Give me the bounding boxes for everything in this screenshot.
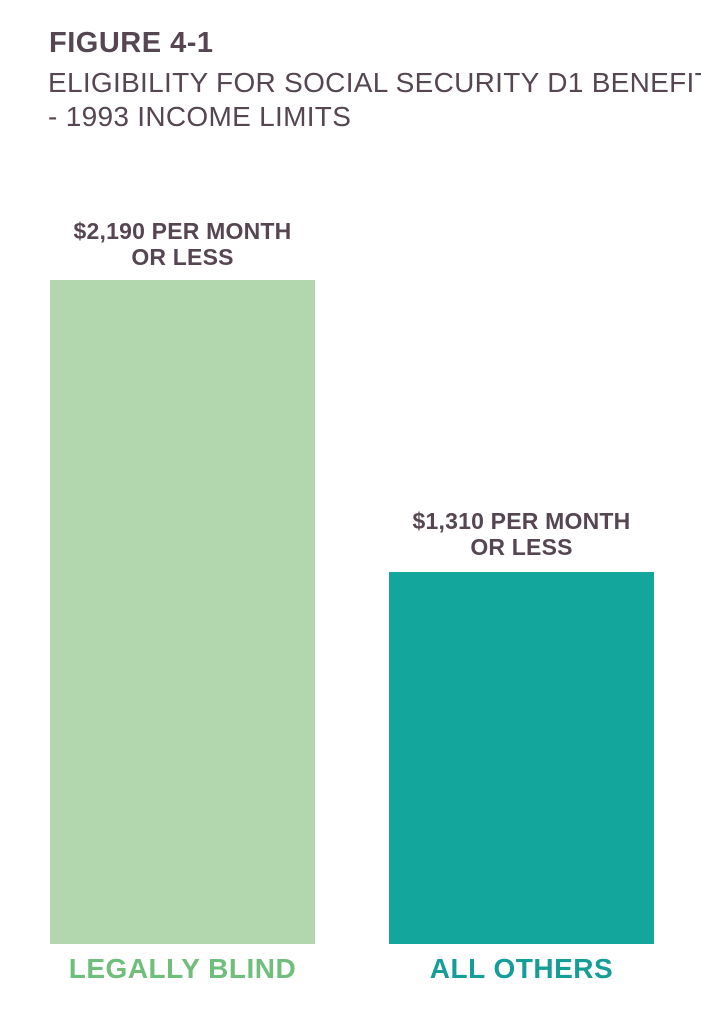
value-label-all-others: $1,310 PER MONTH OR LESS: [379, 508, 664, 560]
value-label-legally-blind: $2,190 PER MONTH OR LESS: [40, 218, 325, 270]
value-label-legally-blind-line-1: $2,190 PER MONTH: [73, 218, 292, 244]
value-label-all-others-line-1: $1,310 PER MONTH: [412, 508, 631, 534]
value-label-all-others-line-2: OR LESS: [470, 534, 573, 560]
chart-title-line-1: ELIGIBILITY FOR SOCIAL SECURITY D1 BENEF…: [48, 67, 701, 98]
figure-number-label: FIGURE 4-1: [49, 27, 214, 59]
value-label-legally-blind-line-2: OR LESS: [131, 244, 234, 270]
bar-all-others: [389, 572, 654, 944]
chart-title: ELIGIBILITY FOR SOCIAL SECURITY D1 BENEF…: [48, 66, 701, 134]
category-label-all-others: ALL OTHERS: [429, 953, 614, 984]
bar-legally-blind: [50, 280, 315, 944]
category-label-legally-blind: LEGALLY BLIND: [68, 953, 297, 984]
chart-title-line-2: - 1993 INCOME LIMITS: [48, 101, 352, 132]
